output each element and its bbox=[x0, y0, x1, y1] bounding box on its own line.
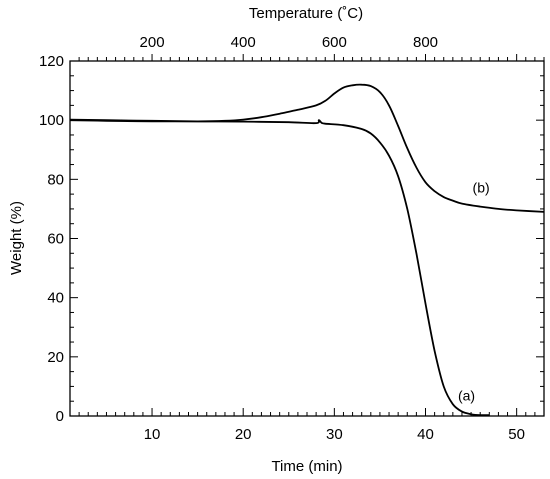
plot-frame bbox=[69, 60, 545, 417]
y-tick-label: 20 bbox=[47, 349, 64, 366]
x2-tick-label: 600 bbox=[322, 34, 347, 51]
series-label-b: (b) bbox=[473, 179, 490, 195]
x2-tick-label: 400 bbox=[231, 34, 256, 51]
y-tick-label: 40 bbox=[47, 290, 64, 307]
x-tick-label: 50 bbox=[508, 426, 525, 443]
y2-ticks bbox=[536, 60, 544, 417]
y-tick-label: 60 bbox=[47, 231, 64, 248]
x-ticks: 10 20 30 40 50 bbox=[69, 408, 545, 443]
series-labels: (a) (b) bbox=[458, 179, 490, 403]
series-line-b bbox=[69, 83, 545, 213]
x-axis-title: Time (min) bbox=[271, 458, 342, 475]
series-label-a: (a) bbox=[458, 388, 475, 404]
x-tick-label: 20 bbox=[235, 426, 252, 443]
y-tick-label: 100 bbox=[39, 112, 64, 129]
y-tick-label: 0 bbox=[56, 408, 64, 425]
y-tick-label: 80 bbox=[47, 171, 64, 188]
x-tick-label: 10 bbox=[144, 426, 161, 443]
y-axis-title: Weight (%) bbox=[8, 201, 25, 275]
y-ticks: 0 20 40 60 80 100 120 bbox=[39, 53, 78, 425]
x-tick-label: 40 bbox=[417, 426, 434, 443]
x-tick-label: 30 bbox=[326, 426, 343, 443]
x2-axis-title: Temperature (˚C) bbox=[249, 5, 363, 22]
x2-ticks: 200 400 600 800 bbox=[78, 34, 545, 61]
x2-tick-label: 800 bbox=[413, 34, 438, 51]
series-line-a bbox=[69, 118, 490, 417]
y-tick-label: 120 bbox=[39, 53, 64, 70]
x2-tick-label: 200 bbox=[140, 34, 165, 51]
series-lines bbox=[69, 83, 545, 417]
